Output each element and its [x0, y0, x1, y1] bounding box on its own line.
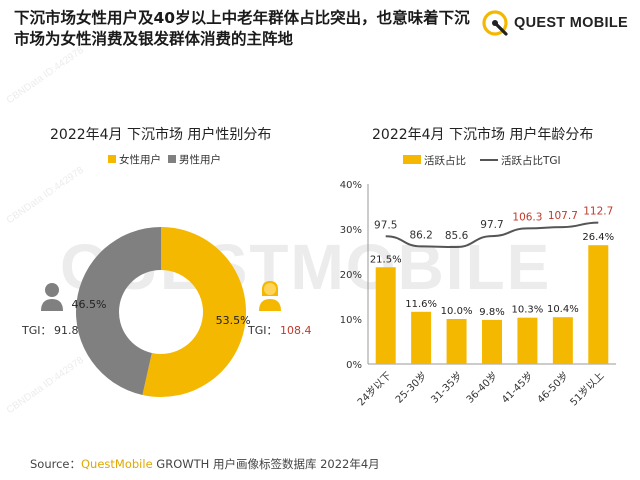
female-user-icon [259, 281, 281, 311]
source-rest: GROWTH 用户画像标签数据库 2022年4月 [152, 457, 380, 471]
tgi-label: 85.6 [445, 230, 469, 242]
age-bar [375, 267, 396, 364]
legend-label: 女性用户 [119, 153, 161, 166]
donut-slice [142, 227, 247, 397]
legend-swatch [403, 155, 421, 164]
legend-swatch [168, 155, 176, 163]
age-combo-chart: 活跃占比 活跃占比TGI 0% 10% 20% 30% 40% 21.5% 24岁以下 11.… [340, 154, 616, 408]
age-bar [588, 245, 609, 364]
tgi-label: 97.5 [374, 219, 397, 231]
male-user-icon [41, 283, 63, 311]
bar-label: 10.0% [441, 306, 473, 317]
age-bars: 21.5% 24岁以下 11.6% 25-30岁 10.0% 31-35岁 9.8% 36-4… [354, 232, 614, 408]
brand-logo: QUEST MOBILE [482, 10, 628, 36]
age-chart-title: 2022年4月 下沉市场 用户年龄分布 [372, 127, 594, 143]
source-note: Source：QuestMobile GROWTH 用户画像标签数据库 2022… [30, 456, 380, 472]
legend-label: 男性用户 [179, 153, 221, 166]
age-bar [446, 319, 467, 364]
gender-legend: 女性用户 男性用户 [108, 153, 221, 166]
tgi-label: 97.7 [480, 219, 503, 231]
bar-label: 11.6% [405, 299, 437, 310]
brand-name: QUEST MOBILE [514, 15, 628, 31]
bar-label: 10.3% [512, 305, 544, 316]
quest-mobile-logo-icon [482, 10, 508, 36]
tgi-label: 86.2 [409, 229, 432, 241]
legend-label: 活跃占比 [424, 154, 466, 167]
x-tick-label: 46-50岁 [534, 369, 571, 406]
watermark-id: CBNData ID:442978 [4, 44, 86, 107]
age-bar [517, 317, 538, 364]
y-tick-label: 30% [340, 225, 362, 236]
age-bar [411, 311, 432, 364]
male-tgi-value: 91.8 [54, 324, 79, 337]
female-tgi-label: TGI： [247, 324, 278, 337]
x-tick-label: 36-40岁 [463, 369, 500, 406]
legend-label: 活跃占比TGI [501, 154, 561, 167]
y-tick-label: 40% [340, 180, 362, 191]
gender-slices: 53.5% 46.5% [71, 227, 251, 397]
tgi-label: 106.3 [512, 211, 542, 223]
headline: 下沉市场女性用户及40岁以上中老年群体占比突出，也意味着下沉市场为女性消费及银发… [14, 9, 470, 48]
x-tick-label: 41-45岁 [499, 369, 536, 406]
male-tgi-label: TGI： [21, 324, 52, 337]
tgi-label: 112.7 [583, 206, 613, 218]
age-bar [552, 317, 573, 364]
female-tgi-value: 108.4 [280, 324, 312, 337]
x-tick-label: 31-35岁 [428, 369, 465, 406]
source-brand: QuestMobile [81, 457, 153, 471]
y-tick-label: 20% [340, 270, 362, 281]
bar-label: 10.4% [547, 304, 579, 315]
donut-slice [76, 227, 161, 395]
x-tick-label: 24岁以下 [354, 369, 393, 408]
age-bar [482, 319, 502, 364]
legend-swatch [108, 155, 116, 163]
slice-label: 46.5% [71, 298, 106, 311]
bar-label: 26.4% [582, 232, 614, 243]
bar-label: 9.8% [479, 307, 504, 318]
y-tick-label: 10% [340, 315, 362, 326]
gender-donut-chart: 女性用户 男性用户 53.5% 46.5% TGI： 91.8 TGI： 108.4 [21, 153, 312, 397]
tgi-line-path [385, 221, 599, 248]
x-tick-label: 51岁以上 [567, 369, 606, 408]
age-legend: 活跃占比 活跃占比TGI [403, 154, 561, 167]
source-prefix: Source： [30, 457, 81, 471]
tgi-label: 107.7 [548, 210, 578, 222]
slice-label: 53.5% [216, 314, 251, 327]
y-tick-label: 0% [346, 360, 362, 371]
age-tgi-line: 97.5 86.2 85.6 97.7 106.3 107.7 112.7 [374, 206, 613, 248]
x-tick-label: 25-30岁 [392, 369, 429, 406]
gender-chart-title: 2022年4月 下沉市场 用户性别分布 [50, 127, 272, 143]
bar-label: 21.5% [370, 254, 402, 265]
